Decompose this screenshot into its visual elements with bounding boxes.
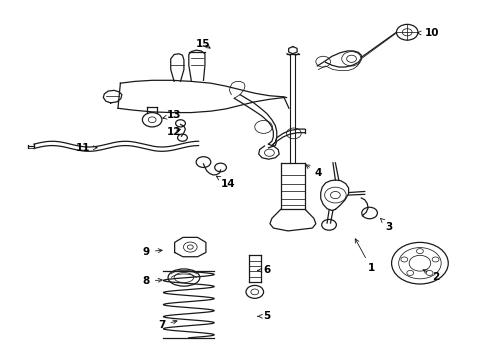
Text: 6: 6 <box>258 265 270 275</box>
Text: 11: 11 <box>75 143 97 153</box>
Text: 2: 2 <box>423 270 439 282</box>
Text: 4: 4 <box>306 165 322 178</box>
Text: 5: 5 <box>258 311 270 321</box>
Text: 12: 12 <box>167 127 181 136</box>
Text: 9: 9 <box>143 247 162 257</box>
Text: 8: 8 <box>143 276 162 286</box>
Text: 1: 1 <box>355 239 375 273</box>
Text: 10: 10 <box>417 28 439 38</box>
Text: 7: 7 <box>158 320 177 330</box>
Text: 15: 15 <box>196 39 211 49</box>
Text: 13: 13 <box>163 111 181 121</box>
Text: 3: 3 <box>380 218 393 231</box>
Text: 14: 14 <box>217 176 235 189</box>
